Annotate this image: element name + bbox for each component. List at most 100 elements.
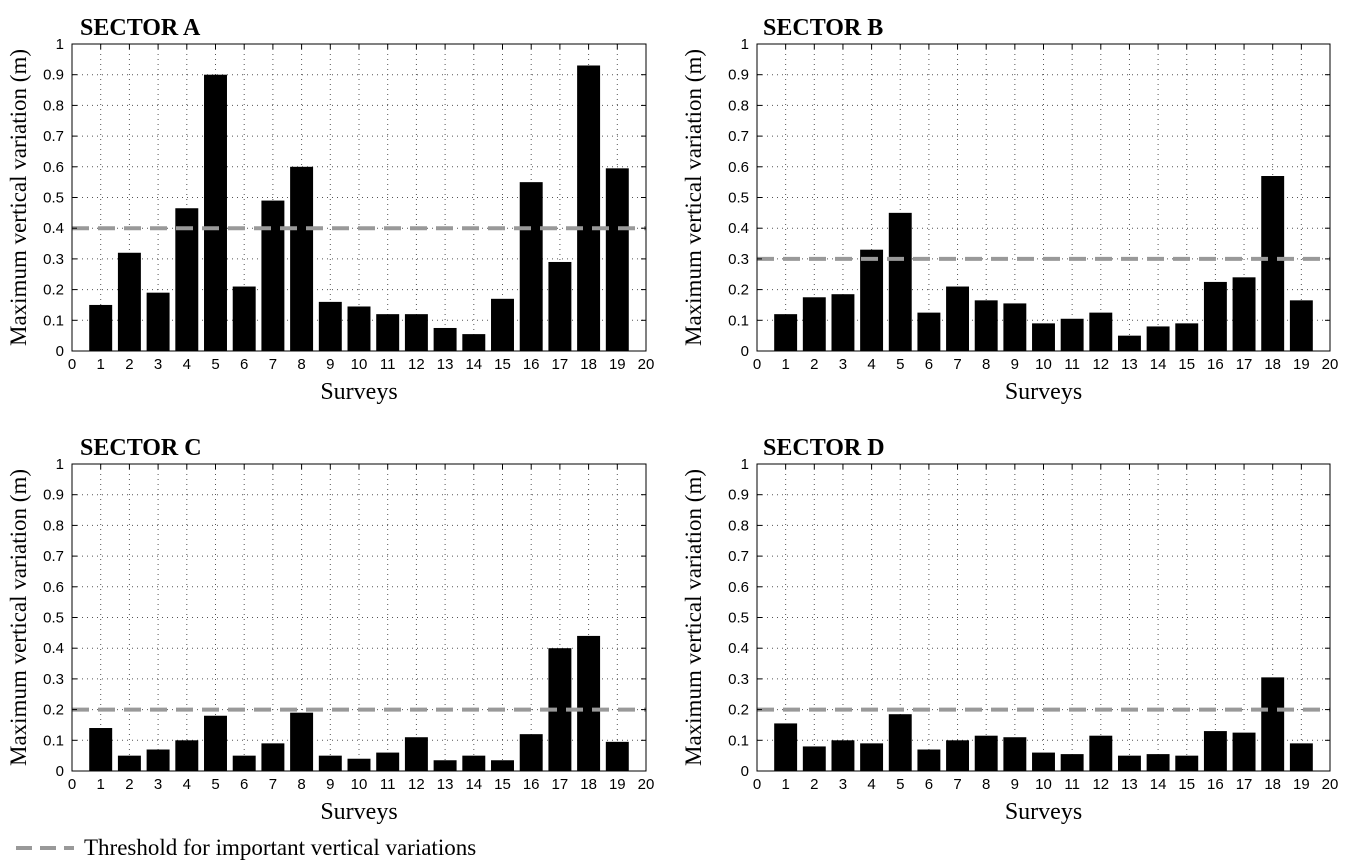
bar xyxy=(605,168,629,351)
y-tick-label: 1 xyxy=(741,456,749,473)
x-tick-label: 16 xyxy=(523,776,540,793)
bar xyxy=(888,212,912,351)
x-tick-label: 10 xyxy=(351,356,368,373)
y-tick-label: 0.2 xyxy=(43,702,64,719)
bar xyxy=(1146,754,1170,771)
threshold-legend-swatch xyxy=(16,845,74,850)
bar xyxy=(117,755,141,771)
bar xyxy=(89,728,113,771)
y-axis-title: Maximum vertical variation (m) xyxy=(6,49,31,346)
y-tick-label: 0 xyxy=(56,763,64,780)
x-tick-label: 2 xyxy=(810,356,818,373)
y-tick-label: 0.9 xyxy=(43,487,64,504)
y-tick-label: 0.4 xyxy=(43,220,64,237)
x-tick-label: 5 xyxy=(896,356,904,373)
x-tick-label: 15 xyxy=(494,356,511,373)
bar xyxy=(917,312,941,351)
bar xyxy=(548,261,572,351)
sector-d-chart: 0 1 2 3 4 5 6 7 8 9 10 11 12 13 14 15 16 17 18 19 2000.10.20… xyxy=(681,456,1338,825)
bar xyxy=(1261,176,1285,351)
sector-d-panel: SECTOR D 0 1 2 3 4 5 6 7 8 9 10 11 12 13 14 15 16 17 18 19 2… xyxy=(675,420,1349,840)
bar xyxy=(774,314,798,351)
x-axis-title: Surveys xyxy=(1005,379,1082,405)
x-tick-label: 0 xyxy=(68,776,76,793)
bar xyxy=(577,635,601,771)
bar xyxy=(1146,326,1170,351)
bar xyxy=(1117,335,1141,351)
x-tick-label: 6 xyxy=(240,356,248,373)
bar xyxy=(946,740,970,771)
y-tick-label: 0.8 xyxy=(43,97,64,114)
sector-b-title: SECTOR B xyxy=(763,15,884,41)
x-tick-label: 16 xyxy=(1207,776,1224,793)
x-tick-label: 9 xyxy=(326,776,334,793)
x-tick-label: 8 xyxy=(297,776,305,793)
bar xyxy=(1117,755,1141,771)
bar xyxy=(404,737,428,771)
bar xyxy=(290,712,314,771)
y-tick-label: 0 xyxy=(741,763,749,780)
x-tick-label: 0 xyxy=(753,776,761,793)
sector-a-panel: SECTOR A 0 1 2 3 4 5 6 7 8 9 10 11 12 13 14 15 16 17 18 19 2… xyxy=(0,0,674,420)
x-tick-label: 3 xyxy=(154,356,162,373)
x-tick-label: 4 xyxy=(183,776,191,793)
y-tick-label: 0.1 xyxy=(43,732,64,749)
y-tick-label: 0.8 xyxy=(43,517,64,534)
x-tick-label: 14 xyxy=(1150,356,1167,373)
bar xyxy=(946,286,970,351)
x-tick-label: 7 xyxy=(269,776,277,793)
y-tick-label: 0.5 xyxy=(43,190,64,207)
bar xyxy=(1289,300,1313,351)
bar xyxy=(1060,754,1084,771)
x-tick-label: 8 xyxy=(982,356,990,373)
bar xyxy=(605,741,629,771)
bar xyxy=(802,297,826,351)
bar xyxy=(404,314,428,351)
bar xyxy=(232,755,256,771)
bar xyxy=(974,735,998,771)
bar xyxy=(433,327,457,351)
x-tick-label: 6 xyxy=(925,356,933,373)
x-tick-label: 13 xyxy=(1121,356,1138,373)
sector-d-title: SECTOR D xyxy=(763,435,885,461)
x-tick-label: 10 xyxy=(1035,356,1052,373)
x-tick-label: 13 xyxy=(437,356,454,373)
y-tick-label: 0.2 xyxy=(728,702,749,719)
sector-c-chart: 0 1 2 3 4 5 6 7 8 9 10 11 12 13 14 15 16 17 18 19 2000.10.20… xyxy=(6,456,654,825)
x-tick-label: 11 xyxy=(380,356,396,373)
y-tick-label: 1 xyxy=(56,36,64,53)
x-tick-label: 10 xyxy=(351,776,368,793)
y-tick-label: 0.1 xyxy=(43,312,64,329)
y-tick-label: 0.9 xyxy=(728,487,749,504)
x-tick-label: 1 xyxy=(97,776,105,793)
x-tick-label: 9 xyxy=(326,356,334,373)
x-tick-label: 16 xyxy=(523,356,540,373)
x-tick-label: 12 xyxy=(408,356,425,373)
bar xyxy=(376,314,400,351)
threshold-legend-label: Threshold for important vertical variati… xyxy=(84,835,477,860)
bar xyxy=(433,760,457,771)
y-axis-title: Maximum vertical variation (m) xyxy=(6,469,31,766)
x-tick-label: 13 xyxy=(1121,776,1138,793)
y-tick-label: 0.4 xyxy=(43,640,64,657)
x-tick-label: 18 xyxy=(1264,776,1281,793)
x-tick-label: 3 xyxy=(839,356,847,373)
sector-a-title: SECTOR A xyxy=(80,15,201,41)
bar xyxy=(1089,735,1113,771)
x-tick-label: 10 xyxy=(1035,776,1052,793)
bar xyxy=(290,166,314,351)
x-tick-label: 12 xyxy=(408,776,425,793)
x-tick-label: 17 xyxy=(552,356,569,373)
bar xyxy=(204,715,227,771)
bar xyxy=(175,740,199,771)
sector-a-chart: 0 1 2 3 4 5 6 7 8 9 10 11 12 13 14 15 16 17 18 19 2000.10.20… xyxy=(6,36,654,405)
x-tick-label: 3 xyxy=(154,776,162,793)
x-tick-label: 4 xyxy=(183,356,191,373)
bar xyxy=(204,74,227,351)
x-tick-label: 11 xyxy=(1064,356,1080,373)
bar xyxy=(261,743,285,771)
threshold-legend: Threshold for important vertical variati… xyxy=(14,836,476,859)
y-tick-label: 0.1 xyxy=(728,312,749,329)
x-tick-label: 8 xyxy=(982,776,990,793)
x-tick-label: 11 xyxy=(1064,776,1080,793)
